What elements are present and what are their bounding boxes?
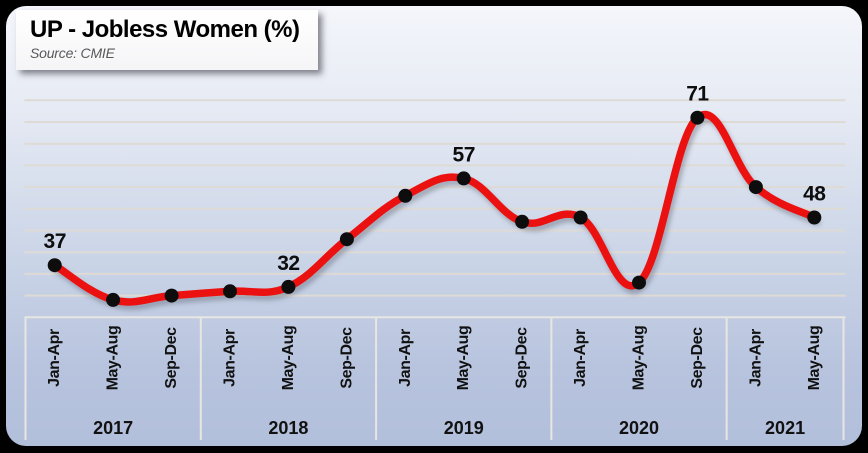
data-point-marker [281,279,296,294]
data-point-marker [223,284,237,299]
jobless-women-line-chart: Jan-Apr May-Aug Sep-Dec Jan-Apr May-Aug Sep-D… [24,83,846,440]
x-axis-year-label: 2020 [619,418,659,438]
data-point-label: 48 [803,183,826,206]
data-point-marker [164,288,179,303]
x-axis-period-label: Sep-Dec [163,327,180,389]
x-axis-period-label: May-Aug [280,326,297,391]
data-point-marker [339,232,354,247]
data-point-label: 32 [277,252,299,275]
data-point-marker [748,180,763,195]
data-point-label: 57 [453,143,475,166]
x-axis-period-label: May-Aug [806,326,823,391]
chart-title: UP - Jobless Women (%) [30,16,300,43]
x-axis-period-label: May-Aug [105,326,122,391]
data-point-marker [398,188,413,203]
x-axis-period-label: Sep-Dec [514,327,531,389]
data-point-marker [632,275,646,290]
x-axis-period-label: Jan-Apr [747,329,764,387]
x-axis-period-label: Sep-Dec [338,327,355,389]
chart-card: Jan-Apr May-Aug Sep-Dec Jan-Apr May-Aug Sep-D… [6,6,862,446]
data-point-marker [456,171,471,186]
chart-title-box: UP - Jobless Women (%) Source: CMIE [16,10,318,70]
x-axis-year-label: 2019 [444,418,484,438]
data-point-marker [807,210,822,225]
data-point-marker [47,258,62,273]
x-axis-period-label: Jan-Apr [222,329,239,387]
chart-source-note: Source: CMIE [30,45,115,61]
data-point-marker [573,210,588,225]
x-axis-year-label: 2017 [93,418,133,438]
x-axis-year-label: 2018 [268,418,308,438]
x-axis-period-label: May-Aug [455,326,472,391]
data-point-marker [515,214,530,229]
x-axis-period-label: Sep-Dec [689,327,706,389]
data-point-marker [106,292,121,307]
data-point-label: 71 [686,83,709,106]
x-axis-year-label: 2021 [765,418,805,438]
line-shadow [53,115,821,311]
data-point-marker [690,110,705,125]
x-axis-period-label: Jan-Apr [46,329,63,387]
data-point-label: 37 [44,230,66,253]
x-axis-period-label: May-Aug [631,326,648,391]
x-axis-period-label: Jan-Apr [572,329,589,387]
x-axis-period-label: Jan-Apr [397,329,414,387]
